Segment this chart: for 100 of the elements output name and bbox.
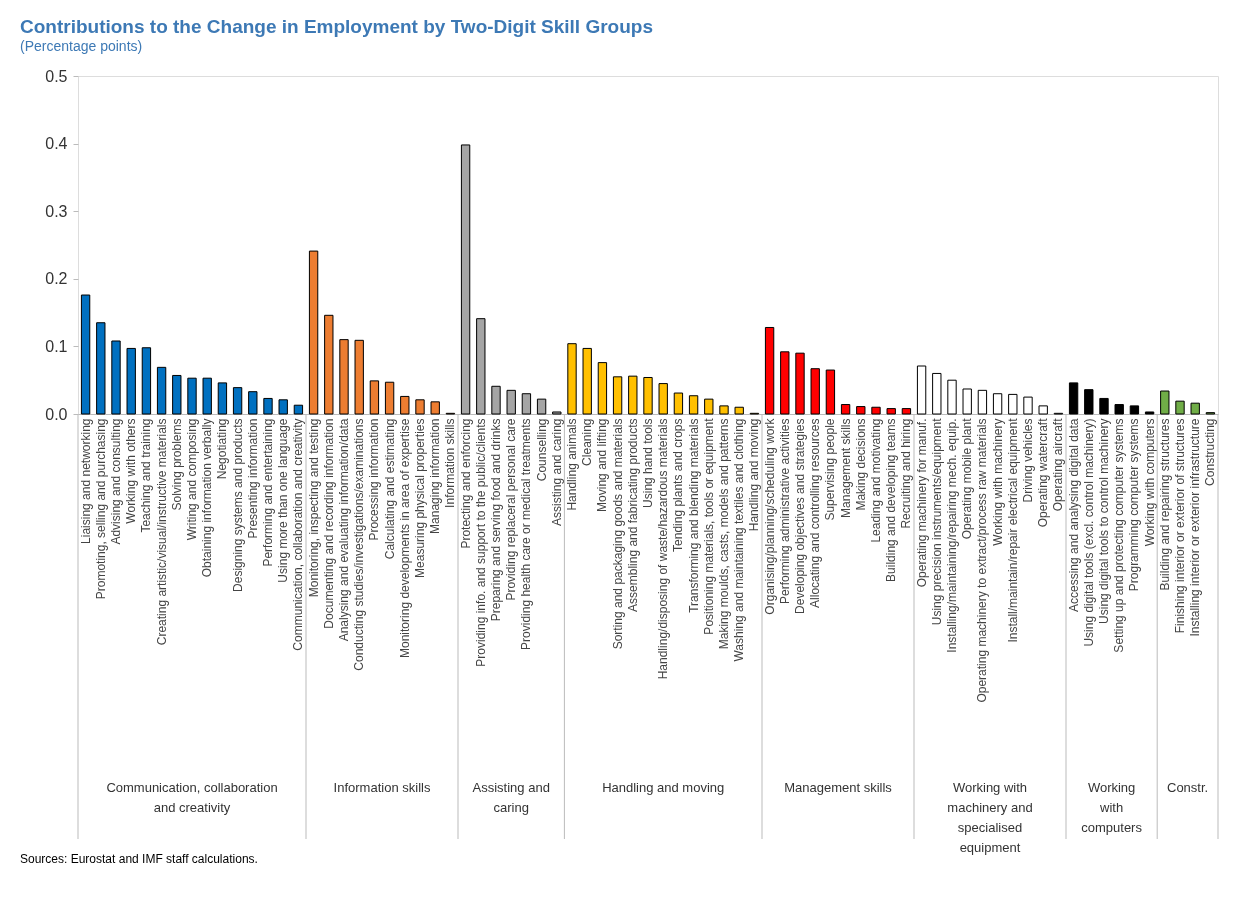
bar	[293, 404, 304, 415]
source-note: Sources: Eurostat and IMF staff calculations.	[20, 852, 258, 866]
bar	[704, 398, 714, 415]
y-tick-label: 0.4	[45, 135, 68, 153]
bar	[962, 388, 972, 415]
bar	[1144, 411, 1155, 415]
bar	[643, 377, 653, 415]
x-tick-label: Operating watercraft	[1036, 417, 1051, 528]
x-tick-label: Working with machinery	[990, 418, 1005, 546]
bar	[1190, 402, 1200, 415]
x-tick-label: Transforming and blending materials	[686, 418, 701, 613]
x-tick-label: Handling and moving	[747, 418, 762, 532]
x-tick-label: Providing info. and support to the public/clients	[473, 418, 488, 667]
text: Working with computers	[1081, 780, 1143, 835]
x-tick-label: Working with computers	[1142, 418, 1157, 547]
x-tick-label: Assisting and caring	[549, 418, 564, 526]
x-tick-label: Finishing interior or exterior of structures	[1173, 418, 1187, 634]
bar	[901, 408, 912, 415]
x-tick-label: Moving and lifting	[595, 418, 610, 512]
x-tick-label: Building and repairing structures	[1157, 418, 1172, 591]
x-tick-label: Making decisions	[853, 418, 868, 511]
bar	[886, 408, 896, 415]
bar	[339, 339, 349, 415]
bar	[141, 347, 152, 415]
x-tick-label: Teaching and training	[139, 418, 154, 533]
x-tick-label: Developing objectives and strategies	[793, 418, 807, 614]
x-tick-label: Using more than one language	[276, 418, 291, 583]
bar	[111, 340, 121, 415]
bar	[308, 250, 319, 415]
x-tick-label: Setting up and protecting computer systems	[1112, 418, 1127, 653]
bar	[415, 399, 425, 415]
bar	[734, 406, 744, 415]
bar	[1068, 382, 1079, 415]
text: Assisting and caring	[472, 780, 550, 815]
x-tick-label: Obtaining information verbally	[200, 418, 215, 578]
bar	[1084, 389, 1094, 415]
text: Constr.	[1167, 780, 1209, 795]
x-tick-label: Allocating and controlling resources	[808, 418, 823, 608]
x-tick-label: Advising and consulting	[109, 418, 123, 545]
bar	[552, 411, 562, 415]
x-tick-label: Operating aircraft	[1051, 417, 1066, 512]
x-tick-label: Managing information	[428, 418, 443, 534]
x-tick-label: Positioning materials, tools or equipment	[701, 417, 716, 635]
x-tick-label: Protecting and enforcing	[458, 418, 473, 549]
bar	[156, 366, 167, 415]
x-tick-label: Installing/maintaining/repairing mech. equip.	[945, 418, 959, 653]
x-tick-label: Presenting information	[245, 418, 260, 539]
bar	[582, 347, 592, 415]
x-tick-label: Operating machinery to extract/process raw materials	[975, 418, 990, 703]
bar	[248, 391, 258, 415]
x-tick-label: Driving vehicles	[1021, 418, 1035, 503]
x-tick-label: Operating machinery for manuf.	[914, 418, 929, 588]
x-tick-label: Information skills	[443, 418, 458, 508]
bar	[1099, 397, 1109, 415]
x-tick-label: Management skills	[838, 418, 853, 518]
x-tick-label: Making moulds, casts, models and patterns	[717, 418, 731, 650]
x-tick-label: Constructing	[1203, 418, 1218, 486]
x-tick-label: Using digital tools (excl. control machinery)	[1081, 418, 1096, 647]
bar	[1008, 393, 1018, 415]
bar	[1160, 390, 1170, 415]
bar	[369, 380, 380, 415]
x-tick-label: Operating mobile plant	[960, 417, 975, 540]
bar	[567, 343, 577, 415]
text: Management skills	[784, 780, 893, 795]
bar	[628, 375, 638, 415]
x-tick-label: Working with others	[124, 418, 139, 524]
text: Working with machinery and specialised equipment	[947, 780, 1033, 855]
y-tick-label: 0.1	[45, 337, 68, 355]
x-tick-label: Analysing and evaluating information/data	[337, 418, 351, 642]
bar	[491, 385, 501, 415]
x-tick-label: Creating artistic/visual/instructive materials	[154, 418, 169, 646]
bar	[202, 377, 212, 415]
x-tick-label: Measuring physical properties	[413, 418, 427, 578]
x-tick-label: Writing and composing	[185, 418, 199, 541]
x-tick-label: Using digital tools to control machinery	[1097, 418, 1111, 624]
x-tick-label: Documenting and recording information	[321, 418, 336, 629]
x-tick-label: Using hand tools	[641, 418, 655, 508]
x-tick-label: Counselling	[534, 418, 549, 482]
x-tick-label: Programming computer systems	[1127, 418, 1142, 592]
bar	[992, 393, 1003, 415]
bar	[795, 352, 805, 415]
bar	[354, 339, 364, 415]
bar	[324, 314, 334, 415]
x-tick-label: Tending plants and crops	[671, 418, 686, 552]
bar	[673, 392, 684, 415]
x-tick-label: Designing systems and products	[230, 418, 245, 592]
x-tick-label: Using precision instruments/equipment	[929, 417, 944, 626]
x-tick-label: Accessing and analysing digital data	[1066, 418, 1081, 612]
y-tick-label: 0.0	[45, 405, 68, 423]
bar	[1175, 400, 1185, 415]
bar	[916, 365, 927, 415]
text: Information skills	[333, 780, 431, 795]
bar	[187, 377, 197, 415]
y-tick-label: 0.3	[45, 202, 68, 220]
bar	[506, 389, 516, 415]
x-tick-label: Supervising people	[823, 418, 838, 521]
bar	[977, 389, 988, 415]
bar	[947, 379, 957, 415]
x-tick-label: Assembling and fabricating products	[625, 418, 640, 612]
x-tick-label: Installing interior or exterior infrastructure	[1188, 418, 1203, 637]
